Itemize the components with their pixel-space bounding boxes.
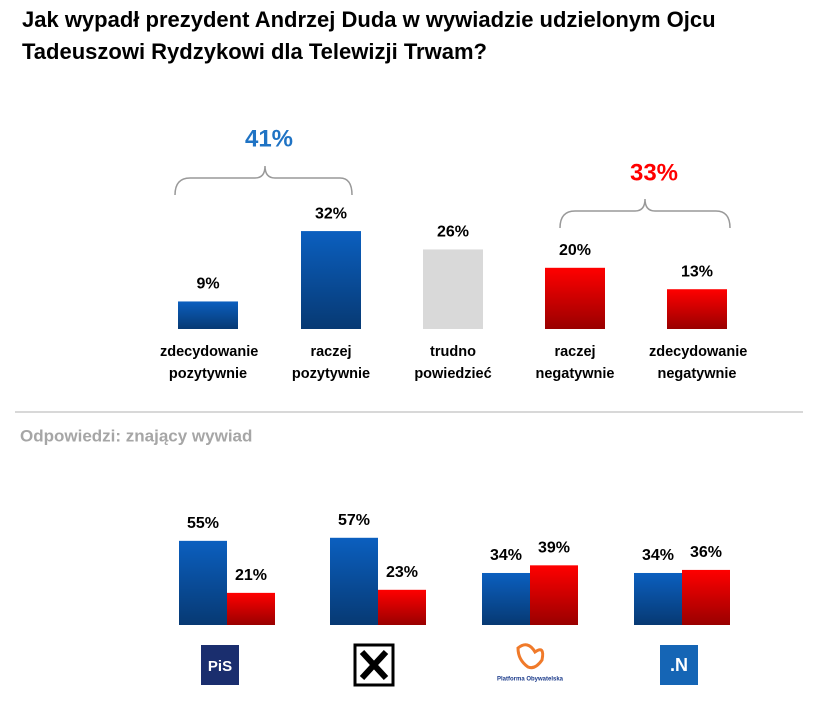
logo-text: Platforma Obywatelska [497,677,564,683]
annotation: 41% [245,125,293,152]
logo-text: PiS [208,658,232,675]
data-label: 32% [315,205,347,222]
bar-shade [378,589,426,625]
bar-shade [667,289,727,329]
x-tick-label: trudno powiedzieć [414,344,492,382]
logo [660,645,698,685]
data-label: 34% [642,547,674,564]
data-label: 36% [690,544,722,561]
data-label: 57% [338,512,370,529]
logo-text: .N [670,655,688,675]
data-label: 13% [681,263,713,280]
bar-shade [178,301,238,329]
bracket [559,198,731,229]
bracket [174,165,353,196]
bar-shade [482,572,530,625]
data-label: 55% [187,515,219,532]
bar-shade [301,231,361,329]
x-tick-label: raczej pozytywnie [291,344,371,382]
bar-shade [227,592,275,625]
bar-shade [179,540,227,625]
subtitle: Odpowiedzi: znający wywiad [20,426,252,445]
bar-shade [530,565,578,625]
logo [201,645,239,685]
bar-shade [634,572,682,625]
logo [359,649,389,681]
data-label: 20% [559,242,591,259]
data-label: 39% [538,540,570,557]
bar-shade [545,267,605,329]
bar [423,249,483,329]
data-label: 9% [196,276,219,293]
x-tick-label: zdecydowanie negatywnie [649,344,748,382]
x-tick-label: zdecydowanie pozytywnie [160,344,259,382]
logo [516,643,545,670]
data-label: 21% [235,567,267,584]
data-label: 26% [437,224,469,241]
data-label: 23% [386,564,418,581]
bar-shade [330,537,378,625]
x-tick-label: raczej negatywnie [535,344,615,382]
annotation: 33% [630,159,678,186]
data-label: 34% [490,547,522,564]
chart-title: Jak wypadł prezydent Andrzej Duda w wywi… [22,7,716,64]
bar-shade [682,569,730,625]
